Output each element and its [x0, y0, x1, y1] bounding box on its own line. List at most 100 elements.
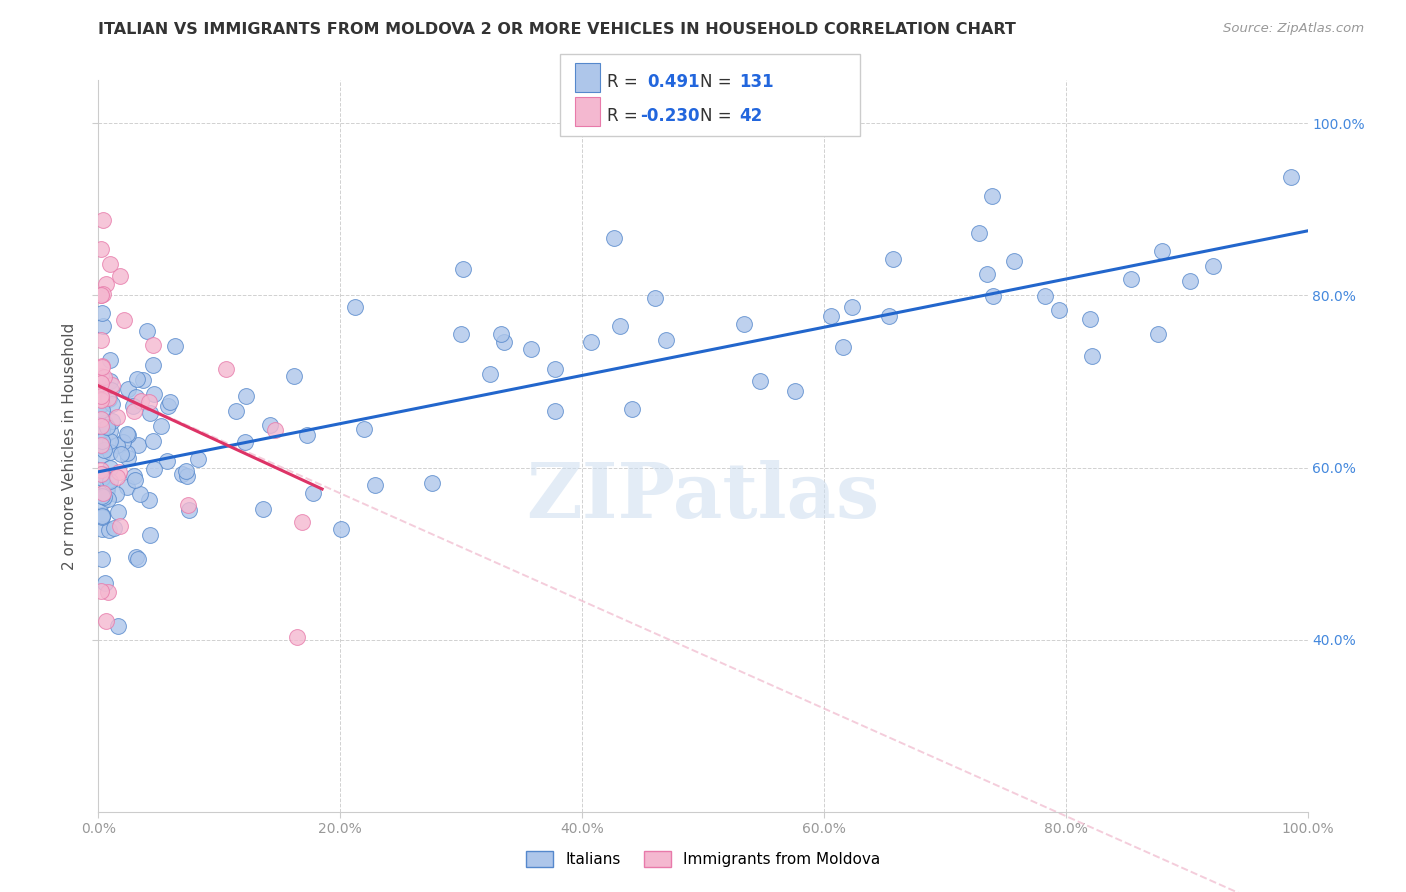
Point [122, 399, 145, 413]
Point [90, 393, 112, 408]
Point [329, 522, 352, 536]
Point [112, 313, 135, 327]
Point [122, 404, 145, 418]
Point [91, 471, 114, 485]
Text: 0.491: 0.491 [647, 73, 699, 91]
Point [90, 368, 112, 383]
Point [235, 389, 257, 403]
Point [494, 334, 516, 349]
Point [91, 318, 114, 333]
Point [252, 502, 274, 516]
Point [820, 310, 842, 324]
Point [97, 492, 120, 507]
Point [98, 474, 121, 488]
Point [90, 287, 112, 301]
Point [882, 252, 904, 267]
Point [132, 373, 155, 387]
Point [100, 396, 122, 410]
Point [603, 231, 626, 245]
Point [91, 522, 114, 536]
Point [259, 418, 281, 433]
Point [91, 510, 114, 524]
Point [98, 353, 121, 368]
Point [127, 437, 149, 451]
Point [170, 467, 193, 481]
Point [98, 374, 121, 388]
Point [1150, 244, 1173, 258]
Text: -0.230: -0.230 [640, 107, 699, 125]
Point [90, 467, 112, 481]
Point [105, 438, 128, 452]
Text: 42: 42 [740, 107, 763, 125]
Point [98, 392, 121, 406]
Point [364, 478, 387, 492]
Point [138, 395, 160, 409]
Point [976, 267, 998, 281]
Point [91, 286, 114, 301]
Point [479, 367, 502, 381]
Point [115, 480, 138, 494]
Point [156, 454, 179, 468]
Point [91, 392, 114, 407]
Point [125, 549, 148, 564]
Point [131, 393, 153, 408]
Point [91, 552, 114, 566]
Point [97, 391, 120, 405]
Point [90, 418, 112, 433]
Point [127, 552, 149, 566]
Point [177, 499, 200, 513]
Point [107, 618, 129, 632]
Point [1047, 303, 1070, 318]
Point [91, 467, 114, 481]
Text: R =: R = [607, 107, 644, 125]
Point [96, 420, 118, 434]
Point [98, 257, 121, 271]
Point [100, 413, 122, 427]
Point [163, 339, 186, 353]
Point [107, 505, 129, 519]
Point [96, 483, 118, 497]
Point [91, 434, 114, 448]
Point [841, 300, 863, 314]
Point [98, 445, 121, 459]
Point [90, 360, 112, 375]
Point [451, 262, 474, 277]
Point [90, 463, 112, 477]
Text: 131: 131 [740, 73, 775, 91]
Point [110, 447, 132, 461]
Text: N =: N = [700, 107, 737, 125]
Text: N =: N = [700, 73, 737, 91]
Point [544, 403, 567, 417]
Point [90, 584, 112, 599]
Point [103, 521, 125, 535]
Point [644, 291, 666, 305]
Point [174, 464, 197, 478]
Point [90, 288, 112, 302]
Point [91, 448, 114, 462]
Point [91, 494, 114, 508]
Point [655, 333, 678, 347]
Point [94, 417, 117, 431]
Point [115, 446, 138, 460]
Point [91, 467, 114, 481]
Point [117, 450, 139, 465]
Point [91, 439, 114, 453]
Point [142, 434, 165, 448]
Point [832, 340, 855, 354]
Point [90, 392, 112, 407]
Point [105, 487, 128, 501]
Point [91, 403, 114, 417]
Point [91, 213, 114, 227]
Point [179, 503, 201, 517]
Point [90, 388, 112, 402]
Point [733, 317, 755, 331]
Point [105, 409, 128, 424]
Point [621, 402, 644, 417]
Point [90, 438, 112, 452]
Point [302, 486, 325, 500]
Point [101, 378, 124, 392]
Point [233, 435, 256, 450]
Point [579, 335, 602, 350]
Point [1002, 253, 1025, 268]
Point [124, 390, 146, 404]
